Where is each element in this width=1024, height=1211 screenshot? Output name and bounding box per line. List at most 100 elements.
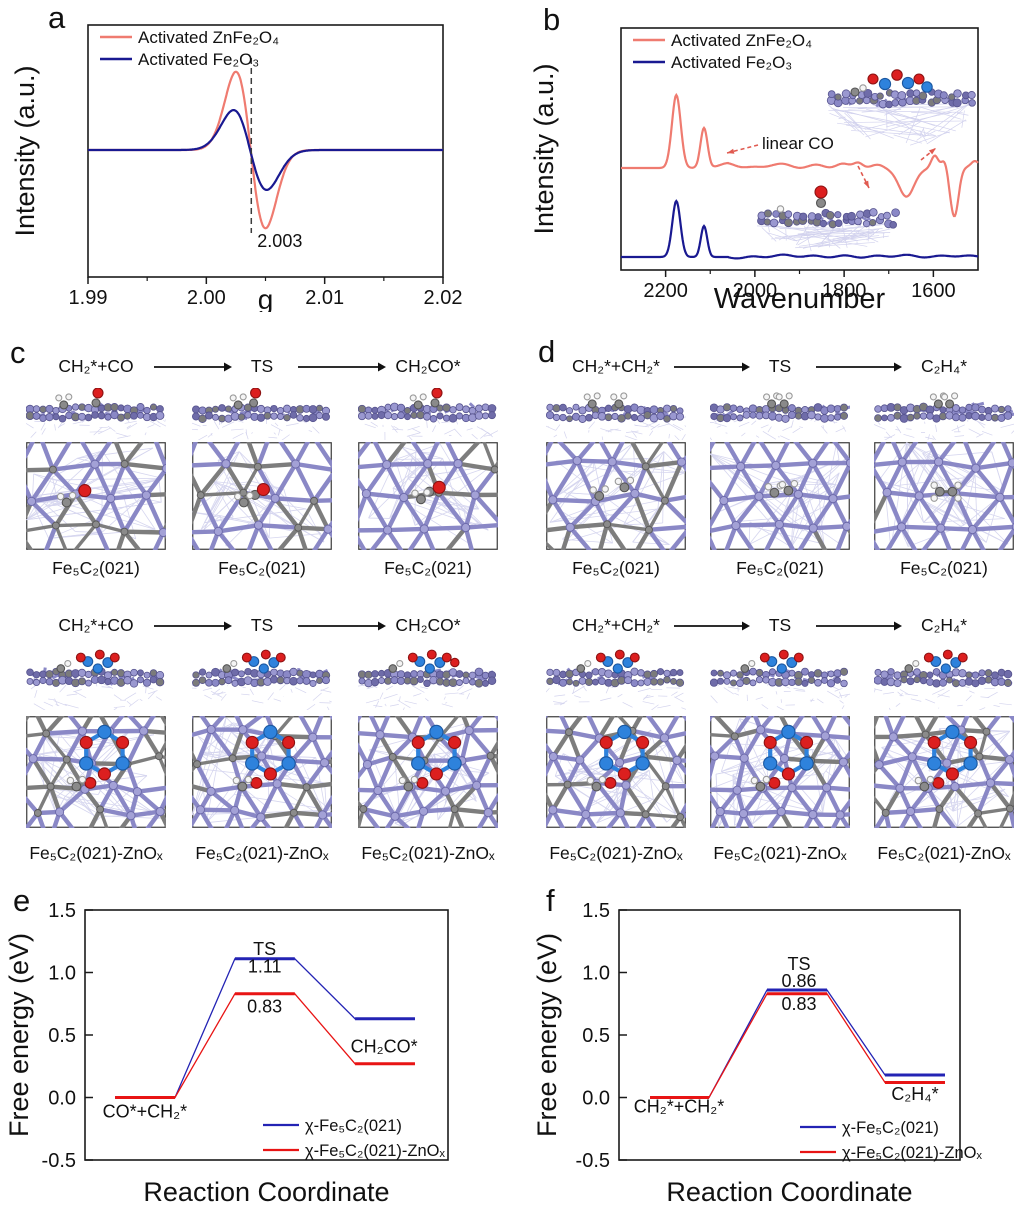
svg-text:-0.5: -0.5: [576, 1150, 610, 1172]
reaction-arrow-icon: [154, 362, 232, 372]
reaction-step-label: CH₂CO*: [395, 356, 461, 376]
svg-text:Wavenumber: Wavenumber: [714, 283, 886, 312]
structure-top-view: [874, 716, 1014, 828]
structure-caption: Fe₅C₂(021): [384, 558, 472, 578]
reaction-arrow-icon: [154, 621, 232, 631]
structure-side-view: [710, 649, 850, 710]
reaction-arrow-icon: [298, 362, 386, 372]
structure-top-view: [358, 716, 498, 828]
energy-connector: [115, 958, 415, 1099]
structure-column: [546, 388, 686, 550]
svg-text:Activated ZnFe₂O₄: Activated ZnFe₂O₄: [138, 28, 279, 47]
structure-top-view: [546, 442, 686, 550]
structure-side-view: [546, 649, 686, 710]
panel-d-structures: d CH₂*+CH₂* TS C₂H₄* Fe₅C₂(021) Fe₅C₂(021) Fe…: [512, 318, 1024, 875]
energy-chart-f: 1.5 1.0 0.5 0.0 -0.5 TS0.86 0.83 CH₂*+CH₂* C₂H₄*…: [532, 900, 982, 1207]
panel-b-ir: b 2200 2000 1800 1600 linear CO Activated ZnF…: [512, 0, 1024, 312]
structure-column: [874, 388, 1014, 550]
svg-text:2.003: 2.003: [257, 231, 302, 251]
structure-column: [710, 388, 850, 550]
svg-text:Reaction Coordinate: Reaction Coordinate: [666, 1177, 912, 1207]
structure-caption: Fe₅C₂(021)-ZnOₓ: [29, 843, 163, 863]
svg-text:0.5: 0.5: [48, 1025, 76, 1047]
reaction-arrow-icon: [674, 362, 750, 372]
energy-label-initial: CH₂*+CH₂*: [634, 1097, 725, 1117]
structure-top-view: [192, 442, 332, 550]
energy-label-ts: TS: [253, 939, 276, 959]
svg-text:g: g: [258, 284, 274, 312]
svg-text:1.99: 1.99: [69, 287, 108, 309]
structure-column: [192, 388, 332, 550]
structure-caption: Fe₅C₂(021)-ZnOₓ: [195, 843, 329, 863]
structure-caption: Fe₅C₂(021): [572, 558, 660, 578]
reaction-step-label: TS: [250, 615, 274, 635]
energy-label-ts: TS: [788, 954, 811, 974]
svg-text:-0.5: -0.5: [42, 1150, 76, 1172]
reaction-step-label: CH₂CO*: [395, 615, 461, 635]
energy-chart-e: 1.5 1.0 0.5 0.0 -0.5 TS1.11 0.83 CO*+CH₂* CH₂CO*…: [4, 900, 449, 1207]
reaction-step-label: CH₂*+CO: [58, 356, 134, 376]
energy-label-barrier_red: 0.83: [247, 997, 282, 1017]
structure-column: [26, 648, 166, 828]
reaction-arrow-icon: [816, 362, 902, 372]
energy-label-barrier_blue: 0.86: [782, 971, 817, 991]
svg-text:0.0: 0.0: [582, 1088, 610, 1110]
structure-caption: Fe₅C₂(021): [900, 558, 988, 578]
structure-top-view: [710, 716, 850, 828]
structure-top-view: [26, 716, 166, 828]
structure-caption: Fe₅C₂(021)-ZnOₓ: [713, 843, 847, 863]
panel-a-epr: a 1.99 2.00 2.01 2.02 2.003 Activated ZnFe₂O₄…: [0, 0, 512, 312]
structure-top-view: [192, 716, 332, 828]
reaction-step-label: TS: [768, 615, 792, 635]
svg-text:0.5: 0.5: [582, 1025, 610, 1047]
energy-label-final: CH₂CO*: [351, 1037, 418, 1057]
panel-letter-d: d: [538, 334, 556, 369]
svg-text:χ-Fe₅C₂(021): χ-Fe₅C₂(021): [305, 1117, 402, 1135]
ir-curve: [621, 199, 979, 260]
structure-caption: Fe₅C₂(021): [736, 558, 824, 578]
svg-text:2.01: 2.01: [305, 287, 344, 309]
energy-label-final: C₂H₄*: [891, 1084, 938, 1104]
svg-text:2.02: 2.02: [424, 287, 463, 309]
reaction-arrow-icon: [816, 621, 902, 631]
reaction-step-label: TS: [768, 356, 792, 376]
panel-letter-c: c: [10, 335, 26, 370]
structure-side-view: [874, 649, 1013, 710]
reaction-step-label: TS: [250, 356, 274, 376]
panel-letter-a: a: [48, 0, 66, 35]
structure-column: [546, 648, 686, 828]
energy-label-barrier_blue: 1.11: [248, 957, 282, 977]
svg-text:1.5: 1.5: [48, 900, 76, 922]
panel-e-energy: e 1.5 1.0 0.5 0.0 -0.5 TS 1.11 0.83 CO*+CH₂* CH₂C…: [0, 875, 512, 1211]
structure-caption: Fe₅C₂(021)-ZnOₓ: [549, 843, 683, 863]
epr-chart: 1.99 2.00 2.01 2.02 2.003 Activated ZnFe₂O₄ Ac…: [10, 24, 463, 312]
structure-top-view: [358, 442, 498, 550]
structure-top-view: [546, 716, 686, 828]
structure-side-view: [26, 649, 165, 710]
structure-side-view: [26, 388, 166, 439]
structure-column: [874, 648, 1014, 828]
panel-letter-e: e: [13, 883, 31, 918]
structure-column: [358, 648, 498, 828]
structure-side-view: [192, 388, 331, 440]
svg-text:Activated Fe₂O₃: Activated Fe₂O₃: [671, 53, 792, 72]
svg-text:1800: 1800: [822, 280, 867, 302]
structure-side-view: [874, 392, 1014, 440]
svg-text:1.0: 1.0: [582, 963, 610, 985]
reaction-step-label: C₂H₄*: [920, 356, 968, 376]
structure-caption: Fe₅C₂(021)-ZnOₓ: [361, 843, 495, 863]
structure-side-view: [358, 388, 498, 440]
structure-side-view: [710, 392, 850, 440]
reaction-step-label: CH₂*+CO: [58, 615, 134, 635]
svg-text:Free energy (eV): Free energy (eV): [532, 933, 562, 1137]
svg-text:Activated ZnFe₂O₄: Activated ZnFe₂O₄: [671, 31, 812, 50]
energy-label-initial: CO*+CH₂*: [103, 1102, 188, 1122]
svg-text:1.5: 1.5: [582, 900, 610, 922]
structure-side-view: [192, 649, 332, 710]
reaction-step-label: CH₂*+CH₂*: [572, 356, 660, 376]
svg-text:Activated Fe₂O₃: Activated Fe₂O₃: [138, 50, 259, 69]
svg-text:χ-Fe₅C₂(021)-ZnOₓ: χ-Fe₅C₂(021)-ZnOₓ: [305, 1142, 445, 1160]
structure-top-view: [710, 442, 850, 550]
structure-caption: Fe₅C₂(021): [52, 558, 140, 578]
